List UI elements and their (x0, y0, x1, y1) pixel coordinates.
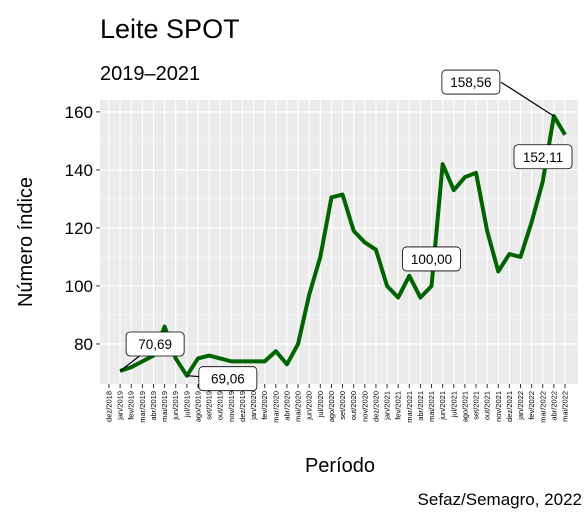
label-box (402, 246, 461, 272)
value-label: 100,00 (411, 252, 452, 267)
x-tick-label: jun/2020 (305, 391, 314, 421)
x-tick-label: nov/2020 (360, 391, 369, 422)
x-tick-label: jan/2019 (116, 391, 125, 421)
x-tick-label: out/2020 (349, 391, 358, 420)
x-tick-label: fev/2021 (394, 391, 403, 420)
x-tick-label: set/2019 (205, 391, 214, 420)
x-tick-label: jul/2021 (449, 391, 458, 418)
data-line (119, 114, 567, 378)
x-tick-label: ago/2019 (193, 391, 202, 422)
x-tick-label: abr/2020 (282, 391, 291, 421)
x-tick-label: mar/2020 (271, 391, 280, 423)
x-tick-label: abr/2021 (416, 391, 425, 421)
x-tick-label: mar/2022 (538, 391, 547, 423)
x-tick-label: nov/2019 (227, 391, 236, 422)
x-tick-label: jan/2022 (516, 391, 525, 421)
x-tick-label: ago/2021 (460, 391, 469, 422)
x-tick-label: jul/2020 (316, 391, 325, 418)
label-box (198, 366, 258, 392)
x-tick-label: dez/2018 (105, 391, 114, 422)
x-tick-label: set/2021 (472, 391, 481, 420)
x-tick-label: fev/2022 (527, 391, 536, 420)
x-tick-label: out/2021 (483, 391, 492, 420)
x-tick-label: dez/2020 (371, 391, 380, 422)
x-tick-label: fev/2019 (127, 391, 136, 420)
label-leader (500, 81, 555, 117)
label-box (125, 331, 185, 357)
y-tick-label: 160 (65, 103, 93, 122)
value-label: 69,06 (211, 372, 245, 387)
chart-title: Leite SPOT (100, 14, 240, 44)
x-tick-label: mar/2019 (138, 391, 147, 423)
x-tick-label: mai/2022 (561, 391, 570, 422)
x-axis-title: Período (305, 455, 375, 477)
label-box (441, 69, 501, 95)
x-tick-label: jun/2021 (438, 391, 447, 421)
x-tick-label: fev/2020 (260, 391, 269, 420)
x-tick-label: mai/2021 (427, 391, 436, 422)
y-tick-label: 80 (74, 335, 93, 354)
x-tick-label: set/2020 (338, 391, 347, 420)
x-tick-label: dez/2019 (238, 391, 247, 422)
x-tick-label: mar/2021 (405, 391, 414, 423)
y-tick-label: 120 (65, 219, 93, 238)
x-tick-label: jun/2019 (171, 391, 180, 421)
x-tick-label: jan/2020 (249, 391, 258, 421)
caption: Sefaz/Semagro, 2022 (418, 490, 582, 509)
x-tick-label: mai/2019 (160, 391, 169, 422)
value-label: 70,69 (138, 337, 172, 352)
value-label: 152,11 (523, 150, 563, 165)
label-box (513, 144, 573, 170)
y-tick-label: 100 (65, 277, 93, 296)
x-tick-label: jul/2019 (182, 391, 191, 418)
value-label: 158,56 (450, 75, 491, 90)
y-tick-label: 140 (65, 161, 93, 180)
x-tick-label: nov/2021 (494, 391, 503, 422)
x-tick-label: dez/2021 (505, 391, 514, 422)
x-tick-label: out/2019 (216, 391, 225, 420)
x-tick-label: ago/2020 (327, 391, 336, 422)
x-tick-label: jan/2021 (383, 391, 392, 421)
chart-subtitle: 2019–2021 (100, 63, 200, 85)
x-tick-label: mai/2020 (294, 391, 303, 422)
x-tick-label: abr/2019 (149, 391, 158, 421)
y-axis-title: Número índice (15, 177, 37, 307)
x-tick-label: abr/2022 (549, 391, 558, 421)
